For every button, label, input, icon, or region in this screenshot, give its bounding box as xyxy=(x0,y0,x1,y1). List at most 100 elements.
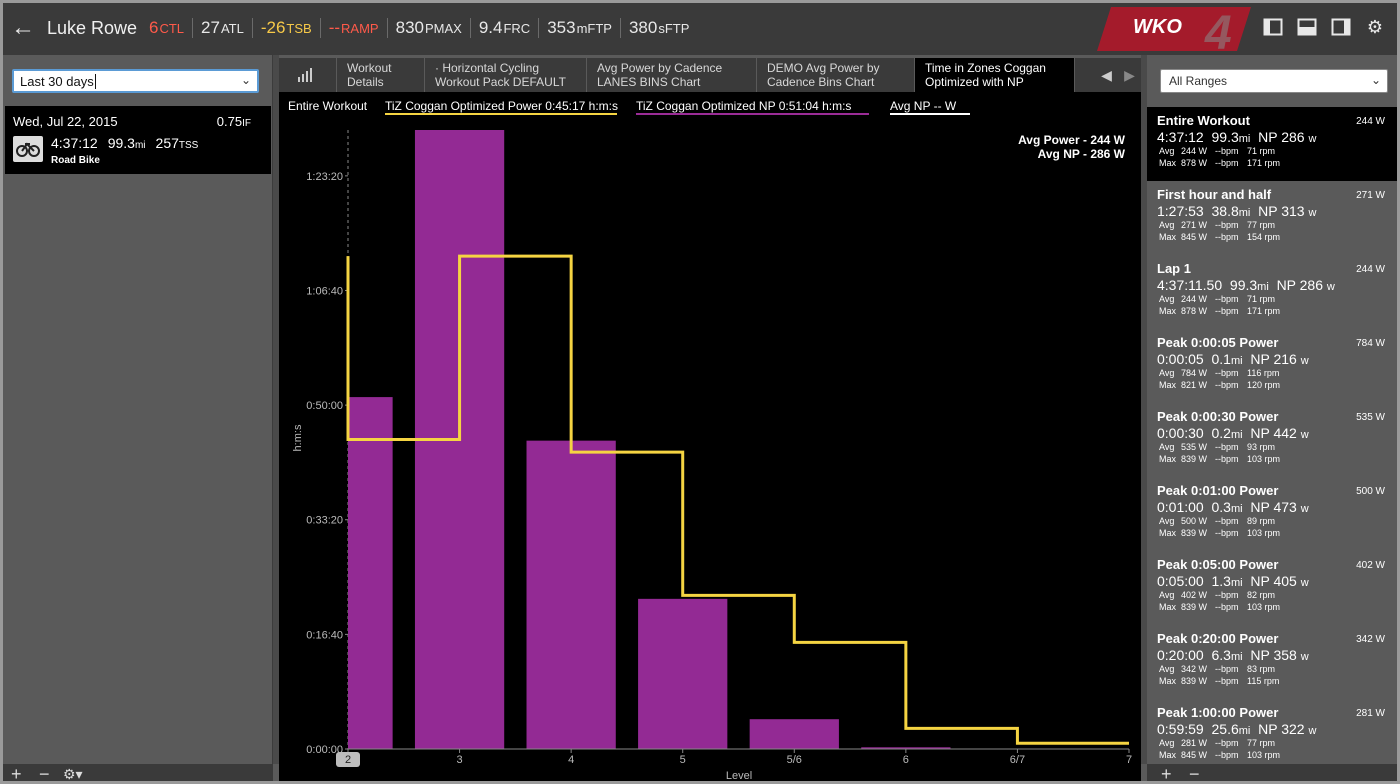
metric-unit: PMAX xyxy=(424,21,462,36)
range-summary: 0:59:59 25.6mi NP 322 w xyxy=(1157,721,1317,737)
metric-pmax[interactable]: 830 PMAX xyxy=(386,18,470,38)
range-summary: 0:01:00 0.3mi NP 473 w xyxy=(1157,499,1309,515)
sidebar-right-icon[interactable] xyxy=(1331,17,1351,37)
range-item[interactable]: Lap 1 244 W 4:37:11.50 99.3mi NP 286 w Avg 2… xyxy=(1147,255,1397,329)
x-tick-label: 4 xyxy=(568,754,574,766)
workout-sport: Road Bike xyxy=(51,155,100,166)
chevron-down-icon: ⌄ xyxy=(1370,73,1381,87)
range-item[interactable]: Entire Workout 244 W 4:37:12 99.3mi NP 286… xyxy=(1147,107,1397,181)
metric-value: 27 xyxy=(201,18,220,37)
remove-workout-button[interactable]: − xyxy=(39,764,50,784)
x-tick-label: 7 xyxy=(1126,754,1132,766)
tab-right-arrow-icon[interactable]: ▶ xyxy=(1124,67,1135,83)
range-item[interactable]: Peak 0:05:00 Power 402 W 0:05:00 1.3mi NP … xyxy=(1147,551,1397,625)
range-item[interactable]: Peak 0:00:30 Power 535 W 0:00:30 0.2mi NP … xyxy=(1147,403,1397,477)
np-bar[interactable] xyxy=(749,719,839,749)
legend-swatch xyxy=(636,113,869,115)
tab-5[interactable]: Time in Zones Coggan Optimized with NP xyxy=(915,58,1075,92)
metric-unit: CTL xyxy=(159,21,185,36)
legend-item[interactable]: Avg NP -- W xyxy=(890,99,957,113)
chart-tabs: Workout Details · Horizontal Cycling Workou… xyxy=(279,58,1141,92)
chart-legend: Entire Workout TiZ Coggan Optimized Powe… xyxy=(279,92,1141,118)
legend-swatch xyxy=(385,113,617,115)
right-splitter[interactable] xyxy=(1141,55,1147,764)
tab-3[interactable]: Avg Power by Cadence LANES BINS Chart xyxy=(587,58,757,92)
sidebar-left-icon[interactable] xyxy=(1263,17,1283,37)
add-workout-button[interactable]: + xyxy=(11,764,22,784)
range-max-row: Max 878 W --bpm 171 rpm xyxy=(1159,306,1281,316)
tab-label-line: · Horizontal Cycling xyxy=(435,61,540,75)
range-summary: 1:27:53 38.8mi NP 313 w xyxy=(1157,203,1317,219)
range-item[interactable]: Peak 0:01:00 Power 500 W 0:01:00 0.3mi NP … xyxy=(1147,477,1397,551)
range-filter-select[interactable]: All Ranges ⌄ xyxy=(1160,69,1388,93)
metric-mftp[interactable]: 353 mFTP xyxy=(538,18,620,38)
range-title: Entire Workout xyxy=(1157,113,1250,128)
date-range-value: Last 30 days xyxy=(20,74,94,89)
metric-value: 380 xyxy=(628,18,658,37)
legend-swatch xyxy=(890,113,970,115)
range-avg-power: 402 W xyxy=(1356,560,1385,571)
back-arrow-icon[interactable]: ← xyxy=(11,14,35,41)
range-title: Peak 0:20:00 Power xyxy=(1157,631,1279,646)
logo-version: 4 xyxy=(1204,7,1232,55)
chart-type-icon[interactable] xyxy=(279,58,337,92)
x-range-handle[interactable] xyxy=(336,752,360,767)
range-item[interactable]: Peak 1:00:00 Power 281 W 0:59:59 25.6mi NP… xyxy=(1147,699,1397,764)
metric-frc[interactable]: 9.4 FRC xyxy=(469,18,538,38)
metric-value: 830 xyxy=(395,18,424,37)
remove-range-button[interactable]: − xyxy=(1189,764,1200,784)
metric-unit: mFTP xyxy=(576,21,612,36)
range-avg-row: Avg 342 W --bpm 83 rpm xyxy=(1159,664,1276,674)
range-max-row: Max 821 W --bpm 120 rpm xyxy=(1159,380,1281,390)
workout-list-item[interactable]: Wed, Jul 22, 2015 0.75IF 4:37:12 99.3mi … xyxy=(5,106,271,174)
metric-unit: sFTP xyxy=(658,21,690,36)
range-max-row: Max 845 W --bpm 103 rpm xyxy=(1159,750,1281,760)
range-item[interactable]: First hour and half 271 W 1:27:53 38.8mi N… xyxy=(1147,181,1397,255)
metric-value: -- xyxy=(328,18,341,37)
metric-tsb[interactable]: -26 TSB xyxy=(251,18,320,38)
range-avg-row: Avg 281 W --bpm 77 rpm xyxy=(1159,738,1276,748)
metric-ctl[interactable]: 6 CTL xyxy=(149,18,192,38)
date-range-select[interactable]: Last 30 days ⌄ xyxy=(12,69,259,93)
x-tick-label: 2 xyxy=(345,754,351,766)
power-step-line[interactable] xyxy=(346,254,1129,745)
range-summary: 0:20:00 6.3mi NP 358 w xyxy=(1157,647,1309,663)
metric-ramp[interactable]: -- RAMP xyxy=(319,18,387,38)
split-layout-icon[interactable] xyxy=(1297,17,1317,37)
tab-left-arrow-icon[interactable]: ◀ xyxy=(1101,67,1112,83)
range-item[interactable]: Peak 0:20:00 Power 342 W 0:20:00 6.3mi NP … xyxy=(1147,625,1397,699)
athlete-name[interactable]: Luke Rowe xyxy=(47,18,138,38)
range-avg-power: 244 W xyxy=(1356,116,1385,127)
legend-range: Entire Workout xyxy=(288,99,368,113)
np-bar[interactable] xyxy=(526,440,616,749)
add-range-button[interactable]: + xyxy=(1161,764,1172,784)
np-bar[interactable] xyxy=(638,598,728,749)
range-title: Peak 0:05:00 Power xyxy=(1157,557,1279,572)
metrics-bar: 6 CTL 27 ATL -26 TSB -- RAMP 830 PMAX 9.4 FRC 353 mFT… xyxy=(149,18,697,42)
range-avg-row: Avg 244 W --bpm 71 rpm xyxy=(1159,146,1276,156)
left-splitter[interactable] xyxy=(273,55,279,764)
metric-atl[interactable]: 27 ATL xyxy=(192,18,252,38)
avg-overlay-label: Avg Power - 244 W xyxy=(1018,133,1126,147)
metric-unit: TSB xyxy=(286,21,312,36)
tab-2[interactable]: · Horizontal Cycling Workout Pack DEFAULT xyxy=(425,58,587,92)
workout-duration: 4:37:12 xyxy=(51,135,98,151)
tab-1[interactable]: Workout Details xyxy=(337,58,425,92)
legend-item[interactable]: TiZ Coggan Optimized NP 0:51:04 h:m:s xyxy=(636,99,852,113)
tab-label-line: Workout xyxy=(347,61,392,75)
np-bar[interactable] xyxy=(861,747,951,749)
range-summary: 0:00:05 0.1mi NP 216 w xyxy=(1157,351,1309,367)
metric-value: -26 xyxy=(260,18,286,37)
x-tick-label: 6 xyxy=(903,754,909,766)
np-bar[interactable] xyxy=(348,397,393,749)
tab-4[interactable]: DEMO Avg Power by Cadence Bins Chart xyxy=(757,58,915,92)
logo-text: WKO xyxy=(1133,16,1182,38)
x-axis-label: Level xyxy=(726,770,752,782)
range-item[interactable]: Peak 0:00:05 Power 784 W 0:00:05 0.1mi NP … xyxy=(1147,329,1397,403)
range-summary: 4:37:12 99.3mi NP 286 w xyxy=(1157,129,1317,145)
metric-unit: RAMP xyxy=(341,21,379,36)
legend-item[interactable]: TiZ Coggan Optimized Power 0:45:17 h:m:s xyxy=(385,99,618,113)
workout-settings-button[interactable]: ⚙▾ xyxy=(63,766,83,782)
settings-icon[interactable]: ⚙ xyxy=(1366,17,1384,37)
metric-sftp[interactable]: 380 sFTP xyxy=(619,18,697,38)
